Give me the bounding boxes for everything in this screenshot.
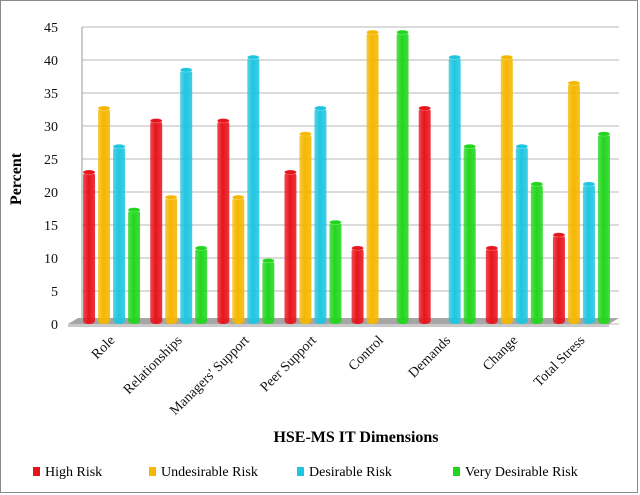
bar-desirable-risk-peer-support: [314, 105, 327, 325]
y-tick-label: 40: [44, 54, 58, 69]
y-tick-label: 0: [51, 318, 58, 333]
bar-desirable-risk-relationships: [179, 67, 193, 325]
legend-swatch: [149, 467, 156, 476]
x-tick-label: Demands: [406, 333, 454, 381]
bar-very-desirable-risk-change: [530, 181, 544, 324]
legend-item-undesirable-risk: Undesirable Risk: [149, 465, 258, 480]
bar-desirable-risk-total-stress: [582, 181, 596, 324]
bar-very-desirable-risk-demands: [463, 143, 476, 324]
bar-desirable-risk-demands: [448, 54, 461, 325]
legend-item-desirable-risk: Desirable Risk: [297, 465, 392, 480]
bar-very-desirable-risk-peer-support: [329, 219, 342, 324]
bar-undesirable-risk-relationships: [164, 194, 178, 324]
bar-undesirable-risk-peer-support: [299, 131, 312, 324]
x-tick-label: Peer Support: [258, 333, 320, 395]
x-tick-label: Control: [346, 333, 387, 374]
legend-label: Desirable Risk: [309, 465, 392, 480]
bar-high-risk-peer-support: [284, 169, 297, 324]
bars: [82, 29, 611, 325]
x-axis-title: HSE-MS IT Dimensions: [273, 429, 438, 446]
bar-undesirable-risk-managers-support: [232, 194, 245, 324]
y-tick-label: 45: [44, 21, 58, 36]
x-tick-label: Change: [480, 333, 521, 374]
legend-item-very-desirable-risk: Very Desirable Risk: [453, 465, 578, 480]
legend-label: Very Desirable Risk: [465, 465, 578, 480]
bar-very-desirable-risk-relationships: [194, 245, 208, 324]
bar-undesirable-risk-role: [97, 105, 111, 325]
bar-very-desirable-risk-total-stress: [597, 131, 611, 324]
legend-swatch: [297, 467, 304, 476]
y-tick-label: 5: [51, 285, 58, 300]
y-tick-label: 35: [44, 87, 58, 102]
floor-front: [68, 324, 609, 327]
bar-high-risk-change: [485, 245, 499, 324]
bar-desirable-risk-change: [515, 143, 529, 324]
bar-high-risk-relationships: [149, 118, 163, 324]
x-tick-label: Total Stress: [531, 333, 588, 390]
y-tick-label: 10: [44, 252, 58, 267]
y-axis-ticks: 0 5 10 15 20 25 30 35 40 45: [44, 21, 58, 333]
x-tick-label: Relationships: [121, 333, 186, 398]
y-axis-title: Percent: [8, 152, 25, 205]
legend: High Risk Undesirable Risk Desirable Risk V…: [33, 465, 578, 480]
legend-swatch: [33, 467, 40, 476]
bar-undesirable-risk-control: [366, 29, 379, 324]
y-tick-label: 15: [44, 219, 58, 234]
y-tick-label: 25: [44, 153, 58, 168]
bar-very-desirable-risk-role: [127, 207, 141, 324]
bar-desirable-risk-role: [112, 143, 126, 324]
bar-desirable-risk-managers-support: [247, 54, 260, 325]
bar-high-risk-managers-support: [217, 118, 230, 324]
x-tick-label: Role: [89, 333, 118, 362]
legend-item-high-risk: High Risk: [33, 465, 102, 480]
bar-high-risk-control: [351, 245, 364, 324]
bar-very-desirable-risk-control: [396, 29, 409, 324]
legend-label: High Risk: [45, 465, 102, 480]
bar-high-risk-total-stress: [552, 232, 566, 324]
bar-very-desirable-risk-managers-support: [262, 258, 275, 324]
legend-swatch: [453, 467, 460, 476]
bar-undesirable-risk-change: [500, 54, 514, 325]
legend-label: Undesirable Risk: [161, 465, 258, 480]
y-tick-label: 30: [44, 120, 58, 135]
bar-undesirable-risk-total-stress: [567, 80, 581, 324]
y-tick-label: 20: [44, 186, 58, 201]
bar-high-risk-role: [82, 169, 96, 324]
bar-high-risk-demands: [418, 105, 431, 325]
